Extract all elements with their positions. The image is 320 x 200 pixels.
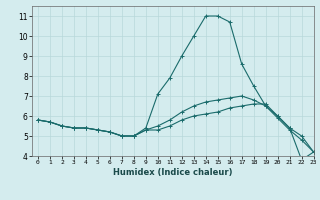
X-axis label: Humidex (Indice chaleur): Humidex (Indice chaleur): [113, 168, 233, 177]
